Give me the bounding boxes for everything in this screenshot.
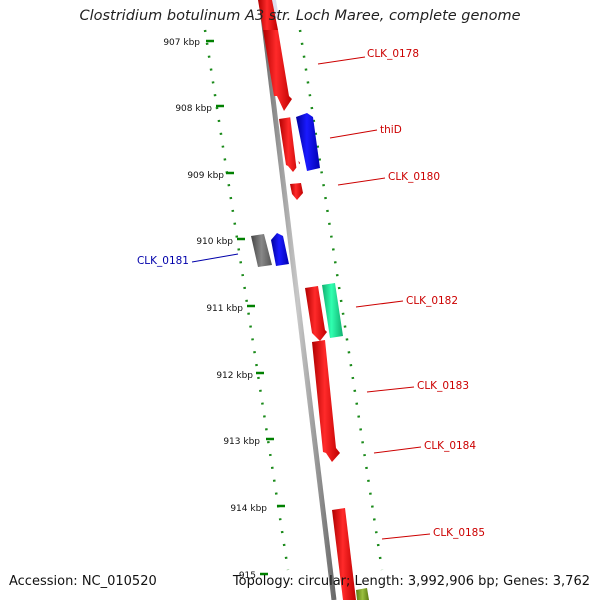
gene-label: CLK_0180 <box>388 171 440 183</box>
left-tick-track <box>203 29 290 571</box>
gene-label: thiD <box>380 124 402 136</box>
gene-leader-line <box>329 129 378 139</box>
gene-leader-line <box>317 56 366 65</box>
accession-text: Accession: NC_010520 <box>9 574 157 589</box>
tick-label: 910 kbp <box>196 237 233 247</box>
tick-label: 907 kbp <box>163 38 200 48</box>
right-tick-track <box>298 29 384 571</box>
gene-leader-line <box>337 177 386 186</box>
gene-leader-line <box>191 253 239 263</box>
gene-leader-line <box>373 446 422 454</box>
gene-olive <box>356 588 369 600</box>
gene-clk-0180 <box>290 183 303 200</box>
tick-label: 911 kbp <box>206 304 243 314</box>
genome-info-text: Topology: circular; Length: 3,992,906 bp… <box>232 574 590 589</box>
tick-label: 908 kbp <box>175 104 212 114</box>
gene-clk-0185 <box>332 508 356 600</box>
gene-label: CLK_0183 <box>417 380 469 392</box>
gene-label: CLK_0184 <box>424 440 476 452</box>
tick-label: 913 kbp <box>223 437 260 447</box>
gene-leader-line <box>355 300 404 308</box>
gene-clk-0178-top <box>258 0 278 30</box>
gene-label: CLK_0181 <box>137 255 189 267</box>
tick-label: 909 kbp <box>187 171 224 181</box>
gene-green-rna <box>322 283 343 338</box>
map-title: Clostridium botulinum A3 str. Loch Maree… <box>79 8 521 24</box>
gene-blue-thid-pair <box>296 113 320 171</box>
tick-label: 912 kbp <box>216 371 253 381</box>
genome-backbone <box>258 0 337 601</box>
gene-thid <box>279 117 300 172</box>
labels-layer: CLK_0178 thiD CLK_0180 CLK_0181 CLK_0182 CLK_… <box>137 48 485 540</box>
gene-clk-0178 <box>263 30 292 111</box>
gene-leader-line <box>381 533 431 540</box>
tick-label: 914 kbp <box>230 504 267 514</box>
gene-leader-line <box>366 386 415 393</box>
tick-label: 915 <box>239 571 256 581</box>
gene-white-separator <box>290 115 300 171</box>
gene-label: CLK_0185 <box>433 527 485 539</box>
gene-clk-0181 <box>271 233 289 266</box>
ticks-layer: 907 kbp 908 kbp 909 kbp 910 kbp 911 kbp 912 k… <box>163 38 285 581</box>
gene-gray <box>251 234 272 267</box>
gene-clk-0182 <box>305 286 327 341</box>
gene-label: CLK_0182 <box>406 295 458 307</box>
gene-label: CLK_0178 <box>367 48 419 60</box>
gene-clk-0183 <box>312 340 340 462</box>
